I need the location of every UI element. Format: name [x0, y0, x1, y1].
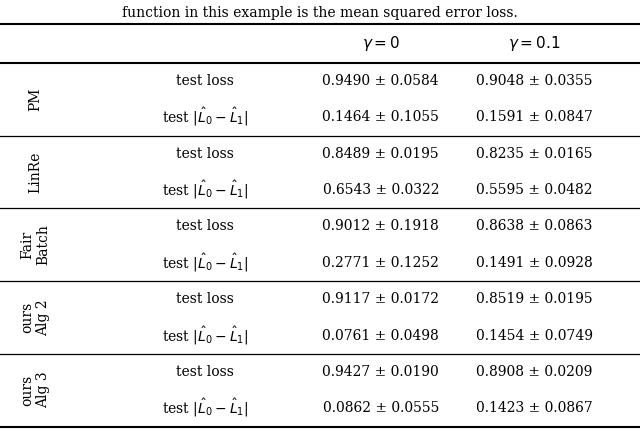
- Text: 0.8519 ± 0.0195: 0.8519 ± 0.0195: [476, 292, 593, 306]
- Text: 0.9427 ± 0.0190: 0.9427 ± 0.0190: [323, 365, 439, 379]
- Text: function in this example is the mean squared error loss.: function in this example is the mean squ…: [122, 6, 518, 20]
- Text: 0.1491 ± 0.0928: 0.1491 ± 0.0928: [476, 256, 593, 270]
- Text: 0.9048 ± 0.0355: 0.9048 ± 0.0355: [476, 74, 593, 88]
- Text: $\gamma = 0.1$: $\gamma = 0.1$: [508, 34, 561, 53]
- Text: ours
Alg 2: ours Alg 2: [20, 299, 51, 336]
- Text: test $|\hat{L}_0 - \hat{L}_1|$: test $|\hat{L}_0 - \hat{L}_1|$: [162, 106, 248, 129]
- Text: test $|\hat{L}_0 - \hat{L}_1|$: test $|\hat{L}_0 - \hat{L}_1|$: [162, 397, 248, 420]
- Text: Fair
Batch: Fair Batch: [20, 224, 51, 265]
- Text: 0.8235 ± 0.0165: 0.8235 ± 0.0165: [476, 147, 593, 161]
- Text: 0.8908 ± 0.0209: 0.8908 ± 0.0209: [476, 365, 593, 379]
- Text: 0.0862 ± 0.0555: 0.0862 ± 0.0555: [323, 401, 439, 415]
- Text: test loss: test loss: [176, 220, 234, 233]
- Text: 0.9117 ± 0.0172: 0.9117 ± 0.0172: [323, 292, 439, 306]
- Text: 0.8489 ± 0.0195: 0.8489 ± 0.0195: [323, 147, 439, 161]
- Text: test $|\hat{L}_0 - \hat{L}_1|$: test $|\hat{L}_0 - \hat{L}_1|$: [162, 252, 248, 274]
- Text: 0.1423 ± 0.0867: 0.1423 ± 0.0867: [476, 401, 593, 415]
- Text: PM: PM: [28, 87, 42, 111]
- Text: 0.9490 ± 0.0584: 0.9490 ± 0.0584: [323, 74, 439, 88]
- Text: 0.1591 ± 0.0847: 0.1591 ± 0.0847: [476, 110, 593, 124]
- Text: $\gamma = 0$: $\gamma = 0$: [362, 34, 400, 53]
- Text: LinRe: LinRe: [28, 151, 42, 193]
- Text: 0.2771 ± 0.1252: 0.2771 ± 0.1252: [323, 256, 439, 270]
- Text: 0.9012 ± 0.1918: 0.9012 ± 0.1918: [323, 220, 439, 233]
- Text: test loss: test loss: [176, 147, 234, 161]
- Text: test loss: test loss: [176, 292, 234, 306]
- Text: test loss: test loss: [176, 365, 234, 379]
- Text: 0.0761 ± 0.0498: 0.0761 ± 0.0498: [323, 329, 439, 343]
- Text: 0.5595 ± 0.0482: 0.5595 ± 0.0482: [476, 183, 593, 197]
- Text: test $|\hat{L}_0 - \hat{L}_1|$: test $|\hat{L}_0 - \hat{L}_1|$: [162, 179, 248, 201]
- Text: 0.1464 ± 0.1055: 0.1464 ± 0.1055: [323, 110, 439, 124]
- Text: test $|\hat{L}_0 - \hat{L}_1|$: test $|\hat{L}_0 - \hat{L}_1|$: [162, 324, 248, 347]
- Text: 0.6543 ± 0.0322: 0.6543 ± 0.0322: [323, 183, 439, 197]
- Text: ours
Alg 3: ours Alg 3: [20, 372, 51, 408]
- Text: 0.1454 ± 0.0749: 0.1454 ± 0.0749: [476, 329, 593, 343]
- Text: 0.8638 ± 0.0863: 0.8638 ± 0.0863: [476, 220, 593, 233]
- Text: test loss: test loss: [176, 74, 234, 88]
